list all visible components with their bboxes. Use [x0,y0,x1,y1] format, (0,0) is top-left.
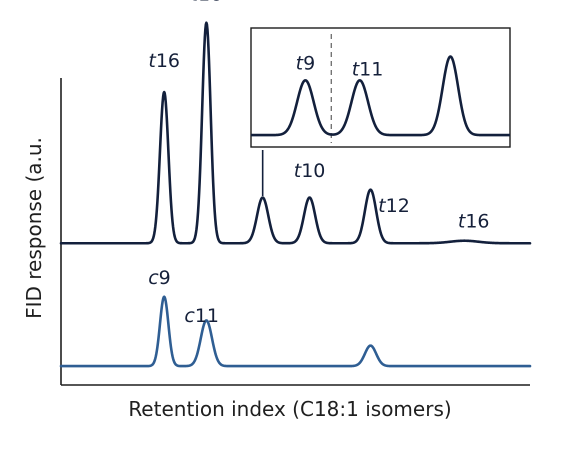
inset-peak-label-0: t9 [296,53,316,75]
inset-panel: t9 t11 [249,27,512,196]
inset-frame [250,27,511,148]
inset-series-line [249,55,512,137]
peak-label-trans-2: t10 [294,160,326,182]
series-line-cis [59,295,532,368]
inset-peak-label-1: t11 [352,59,384,81]
series-lines [59,21,532,368]
peak-label-trans-1: t16 [191,0,223,6]
peak-label-trans-4: t16 [458,211,490,233]
y-axis-label: FID response (a.u. [22,137,46,319]
peak-label-trans-3: t12 [378,195,410,217]
peak-label-trans-0: t16 [148,50,180,72]
peak-label-cis-6: c11 [184,305,219,327]
x-axis-label: Retention index (C18:1 isomers) [128,397,451,421]
peak-label-cis-5: c9 [148,267,171,289]
series-line-trans [59,21,532,245]
axes [60,78,530,386]
peak-labels: t16 t16 t10 t12 t16 c9 c11 [148,0,489,327]
